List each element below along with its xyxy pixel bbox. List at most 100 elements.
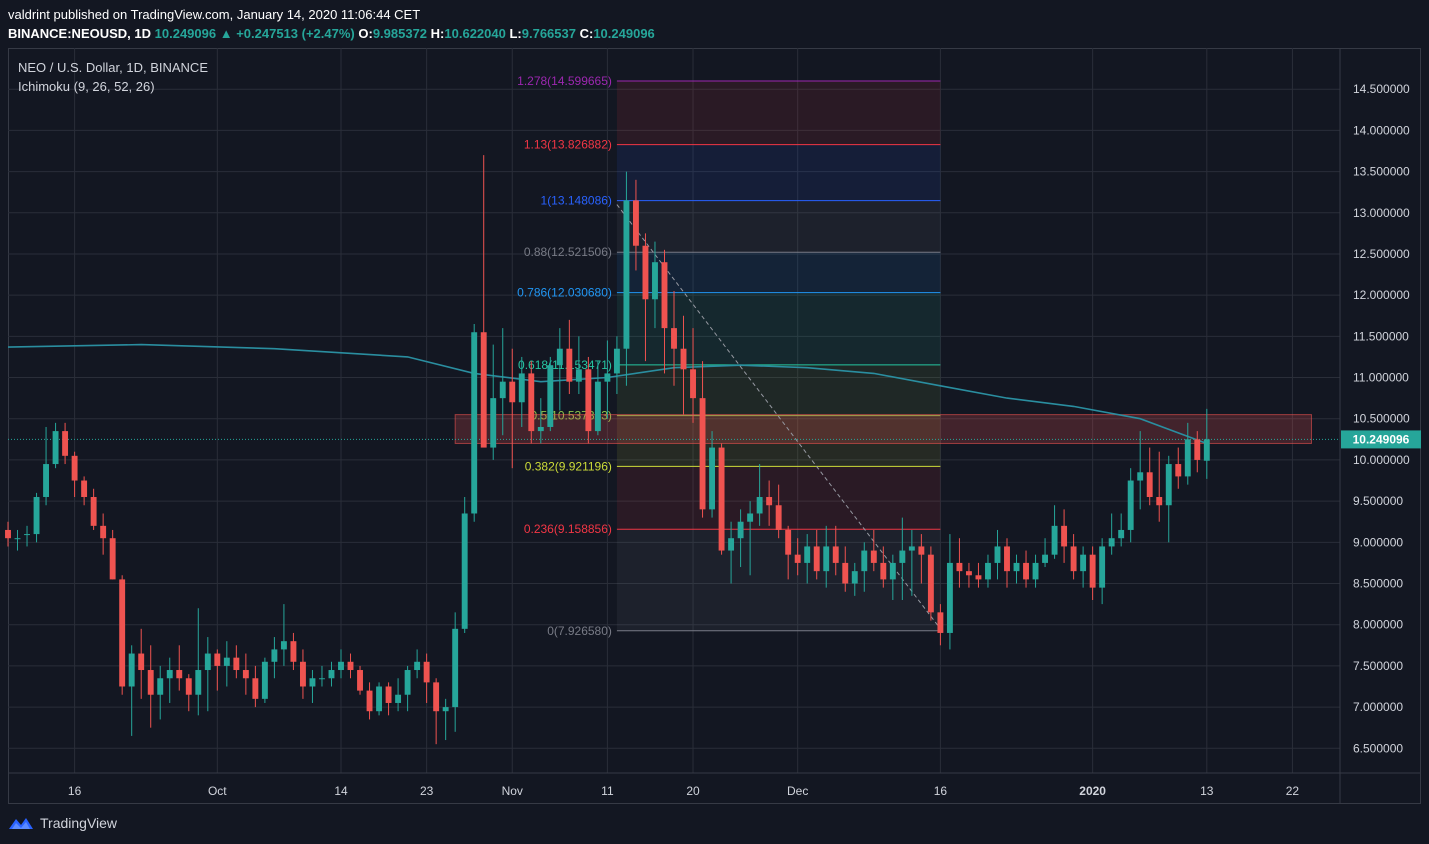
candle-body xyxy=(1156,497,1163,506)
candle-body xyxy=(242,670,249,679)
y-tick-label: 13.500000 xyxy=(1353,165,1410,179)
candle-body xyxy=(347,661,354,671)
candle-body xyxy=(556,348,563,366)
fib-level-label: 0(7.926580) xyxy=(547,624,612,638)
fib-band xyxy=(616,200,941,253)
high-label: H: xyxy=(430,26,445,41)
x-tick-label: Oct xyxy=(208,784,227,798)
chart-frame[interactable] xyxy=(8,48,1421,804)
candle-body xyxy=(671,328,677,349)
candle-body xyxy=(956,562,963,572)
y-tick-label: 11.500000 xyxy=(1353,329,1409,343)
candle-body xyxy=(680,348,687,370)
x-tick-label: 13 xyxy=(1200,784,1214,798)
price-change: ▲ +0.247513 (+2.47%) xyxy=(219,26,355,41)
fib-band xyxy=(616,292,941,365)
candle-body xyxy=(423,661,430,683)
fib-band xyxy=(616,144,941,201)
ichimoku-line xyxy=(7,343,1208,445)
candle-body xyxy=(870,550,877,563)
fib-band xyxy=(616,80,941,145)
trend-line xyxy=(616,204,941,630)
candle-body xyxy=(509,381,516,403)
candle-body xyxy=(699,398,706,510)
candle-body xyxy=(566,348,573,382)
candle-body xyxy=(813,546,820,572)
candle-body xyxy=(537,426,544,432)
candle-body xyxy=(5,529,11,539)
candle-body xyxy=(414,661,421,671)
candle-body xyxy=(832,546,839,563)
candle-body xyxy=(223,657,230,666)
fib-level-label: 0.88(12.521506) xyxy=(524,245,612,259)
y-tick-label: 8.000000 xyxy=(1353,618,1403,632)
candle-body xyxy=(823,546,830,572)
candle-body xyxy=(985,562,991,580)
fib-band xyxy=(616,529,941,631)
last-price: 10.249096 xyxy=(154,26,217,41)
candle-body xyxy=(261,661,268,699)
candle-body xyxy=(1061,525,1068,547)
candle-body xyxy=(404,670,411,695)
resistance-zone xyxy=(454,414,1312,444)
candle-body xyxy=(756,497,763,514)
candle-body xyxy=(661,262,668,329)
ohlc-header: BINANCE:NEOUSD, 1D 10.249096 ▲ +0.247513… xyxy=(8,26,655,41)
candle-body xyxy=(965,571,972,576)
candle-body xyxy=(1137,472,1144,481)
candle-body xyxy=(842,562,849,584)
candle-body xyxy=(766,497,773,506)
candle-body xyxy=(547,365,554,427)
y-tick-label: 8.500000 xyxy=(1353,577,1403,591)
candle-body xyxy=(642,245,649,300)
candle-body xyxy=(81,480,88,498)
candle-body xyxy=(1118,529,1125,539)
candle-body xyxy=(1004,546,1010,572)
candle-body xyxy=(1203,439,1210,461)
candle-body xyxy=(899,550,906,563)
candle-body xyxy=(747,513,754,522)
candle-body xyxy=(138,653,145,671)
candle-body xyxy=(918,546,925,555)
candle-body xyxy=(128,653,135,687)
low-value: 9.766537 xyxy=(521,26,576,41)
candle-body xyxy=(728,538,735,551)
candle-body xyxy=(338,661,344,671)
candle-body xyxy=(461,513,468,629)
candle-body xyxy=(623,200,630,349)
candle-body xyxy=(794,554,801,563)
candle-body xyxy=(195,670,202,695)
candle-body xyxy=(937,612,944,633)
candle-body xyxy=(775,505,782,530)
fib-level-label: 1(13.148086) xyxy=(541,194,612,208)
candle-body xyxy=(1070,546,1077,572)
candle-body xyxy=(319,678,325,680)
y-tick-label: 13.000000 xyxy=(1353,206,1410,220)
candle-body xyxy=(71,455,78,481)
y-tick-label: 7.000000 xyxy=(1353,700,1403,714)
x-tick-label: Nov xyxy=(502,784,523,798)
candle-body xyxy=(204,653,211,671)
fib-level-label: 1.278(14.599665) xyxy=(517,74,612,88)
y-tick-label: 7.500000 xyxy=(1353,659,1403,673)
x-tick-label: 22 xyxy=(1286,784,1300,798)
candle-body xyxy=(709,447,716,510)
candle-body xyxy=(90,497,97,526)
chart-legend-title: NEO / U.S. Dollar, 1D, BINANCE xyxy=(18,60,208,75)
candle-body xyxy=(433,682,440,712)
candle-body xyxy=(309,678,316,687)
x-tick-label: 20 xyxy=(686,784,700,798)
fib-band xyxy=(616,252,941,293)
candle-body xyxy=(328,670,335,679)
candle-body xyxy=(157,678,164,695)
candle-body xyxy=(1184,439,1191,477)
y-tick-label: 14.000000 xyxy=(1353,123,1410,137)
candle-body xyxy=(366,690,373,712)
candle-body xyxy=(1089,554,1096,588)
candle-body xyxy=(252,678,259,699)
y-tick-label: 9.500000 xyxy=(1353,494,1403,508)
close-value: 10.249096 xyxy=(593,26,655,41)
candle-body xyxy=(166,670,173,679)
candle-body xyxy=(1042,554,1049,563)
